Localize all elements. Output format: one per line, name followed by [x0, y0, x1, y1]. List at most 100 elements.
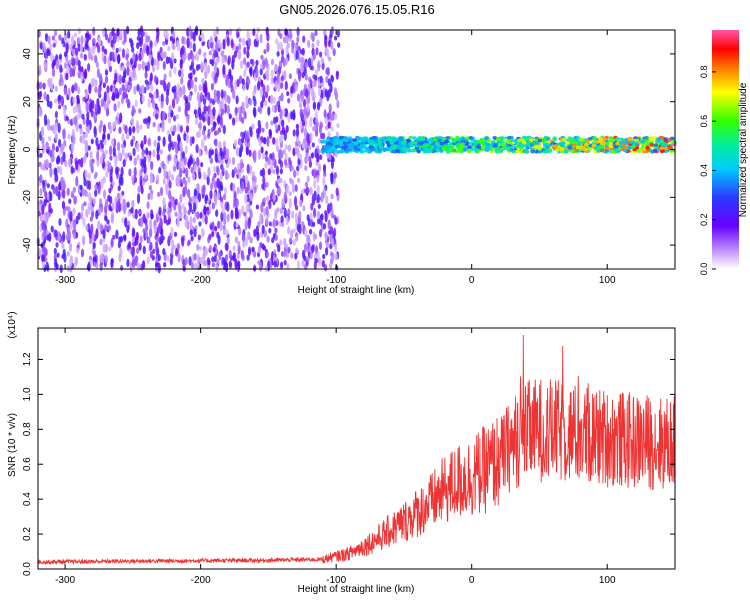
spectrogram-cell: [71, 84, 75, 93]
spectrogram-cell: [204, 145, 208, 152]
spectrogram-cell: [53, 29, 58, 37]
spectrogram-cell: [73, 196, 77, 205]
spectrogram-cell: [39, 81, 43, 90]
spectrogram-cell: [557, 142, 562, 146]
spectrogram-cell: [360, 144, 366, 148]
spectrogram-cell: [336, 29, 340, 38]
spectrogram-cell: [317, 63, 321, 72]
spectrogram-cell: [592, 136, 597, 140]
spectrogram-cell: [62, 151, 66, 163]
spectrogram-cell: [445, 136, 451, 140]
spectrogram-cell: [335, 187, 339, 196]
spectrogram-cell: [175, 96, 179, 105]
spectrogram-cell: [192, 68, 196, 75]
spectrogram-cell: [206, 64, 211, 74]
spectrogram-cell: [249, 98, 253, 106]
spectrogram-cell: [54, 229, 59, 238]
spectrogram-cell: [92, 197, 96, 205]
spectrogram-cell: [237, 49, 241, 59]
spectrogram-cell: [71, 58, 75, 66]
spectrogram-cell: [306, 175, 310, 183]
spectrogram-cell: [204, 106, 208, 112]
spectrogram-cell: [102, 124, 106, 135]
spectrogram-cell: [260, 146, 264, 154]
spectrogram-cell: [439, 149, 444, 153]
spectrogram-cell: [177, 133, 181, 143]
spectrogram-cell: [149, 193, 153, 200]
spectrogram-cell: [484, 136, 489, 141]
spectrogram-cell: [213, 30, 217, 38]
spectrogram-cell: [299, 119, 303, 130]
spectrogram-cell: [70, 165, 74, 175]
spectrogram-cell: [304, 188, 308, 194]
spectrogram-cell: [203, 206, 207, 216]
spectrogram-cell: [150, 84, 154, 92]
spectrogram-cell: [165, 56, 169, 65]
spectrogram-cell: [187, 209, 191, 216]
snr-frame: [37, 327, 676, 570]
spectrogram-cell: [405, 144, 411, 148]
spectrogram-cell: [233, 50, 237, 58]
spectrogram-cell: [141, 60, 145, 71]
spectrogram-cell: [343, 136, 349, 140]
spectrogram-cell: [288, 198, 292, 209]
spectrogram-cell: [136, 42, 140, 50]
spectrogram-cell: [468, 136, 474, 140]
spectrogram-cell: [118, 47, 122, 53]
spectrogram-cell: [209, 58, 213, 65]
spectrogram-cell: [272, 194, 276, 202]
spectrogram-cell: [236, 252, 240, 260]
spectrogram-cell: [162, 136, 166, 147]
spectrogram-cell: [234, 258, 238, 270]
spectrogram-cell: [95, 137, 99, 147]
spectrogram-cell: [115, 229, 119, 240]
spectrogram-cell: [220, 211, 224, 222]
spectrogram-cell: [103, 189, 107, 200]
spectrogram-cell: [110, 39, 114, 48]
spectrogram-cell: [163, 73, 167, 81]
spectrogram-cell: [89, 46, 94, 54]
spectrogram-cell: [107, 194, 111, 202]
spectrogram-cell: [141, 180, 145, 186]
spectrogram-cell: [68, 157, 72, 168]
spectrogram-cell: [181, 236, 185, 247]
spectrogram-cell: [61, 243, 65, 249]
spectrogram-cell: [109, 155, 113, 161]
spectrogram-cell: [306, 104, 310, 113]
spectrogram-cell: [282, 57, 286, 68]
spectrogram-cell: [203, 134, 207, 141]
spectrogram-cell: [105, 69, 109, 76]
spectrogram-cell: [143, 163, 147, 175]
snr-y-label: SNR (10 * v/v): [7, 413, 18, 477]
spectrogram-cell: [137, 262, 141, 272]
spectrogram-cell: [170, 226, 174, 236]
spectrogram-cell: [333, 171, 337, 179]
spectrogram-cell: [406, 139, 411, 143]
spectrogram-cell: [260, 135, 264, 142]
spectrogram-cell: [136, 84, 140, 92]
spectrogram-cell: [270, 94, 274, 105]
spectrogram-cell: [216, 167, 220, 176]
spectrogram-cell: [42, 82, 46, 90]
spectrogram-cell: [217, 115, 221, 125]
spectrogram-cell: [237, 244, 241, 255]
spectrogram-cell: [282, 149, 286, 155]
spectrogram-cell: [587, 136, 593, 141]
spectrogram-cell: [126, 60, 130, 68]
spectrogram-cell: [223, 193, 227, 201]
spectrogram-cell: [372, 142, 378, 146]
spectrogram-cell: [144, 79, 148, 85]
spectrogram-cell: [106, 100, 110, 107]
spectrogram-cell: [97, 87, 101, 97]
spectrogram-cell: [72, 219, 76, 229]
spectrogram-cell: [216, 192, 220, 201]
spectrogram-cell: [49, 191, 53, 202]
spectrogram-cell: [148, 185, 152, 191]
spectrogram-cell: [283, 191, 287, 201]
spectrogram-cell: [103, 138, 107, 146]
spectrogram-cell: [100, 155, 104, 165]
spectrogram-cell: [294, 82, 298, 92]
spectrogram-cell: [67, 30, 71, 39]
spectrogram-cell: [198, 171, 202, 180]
